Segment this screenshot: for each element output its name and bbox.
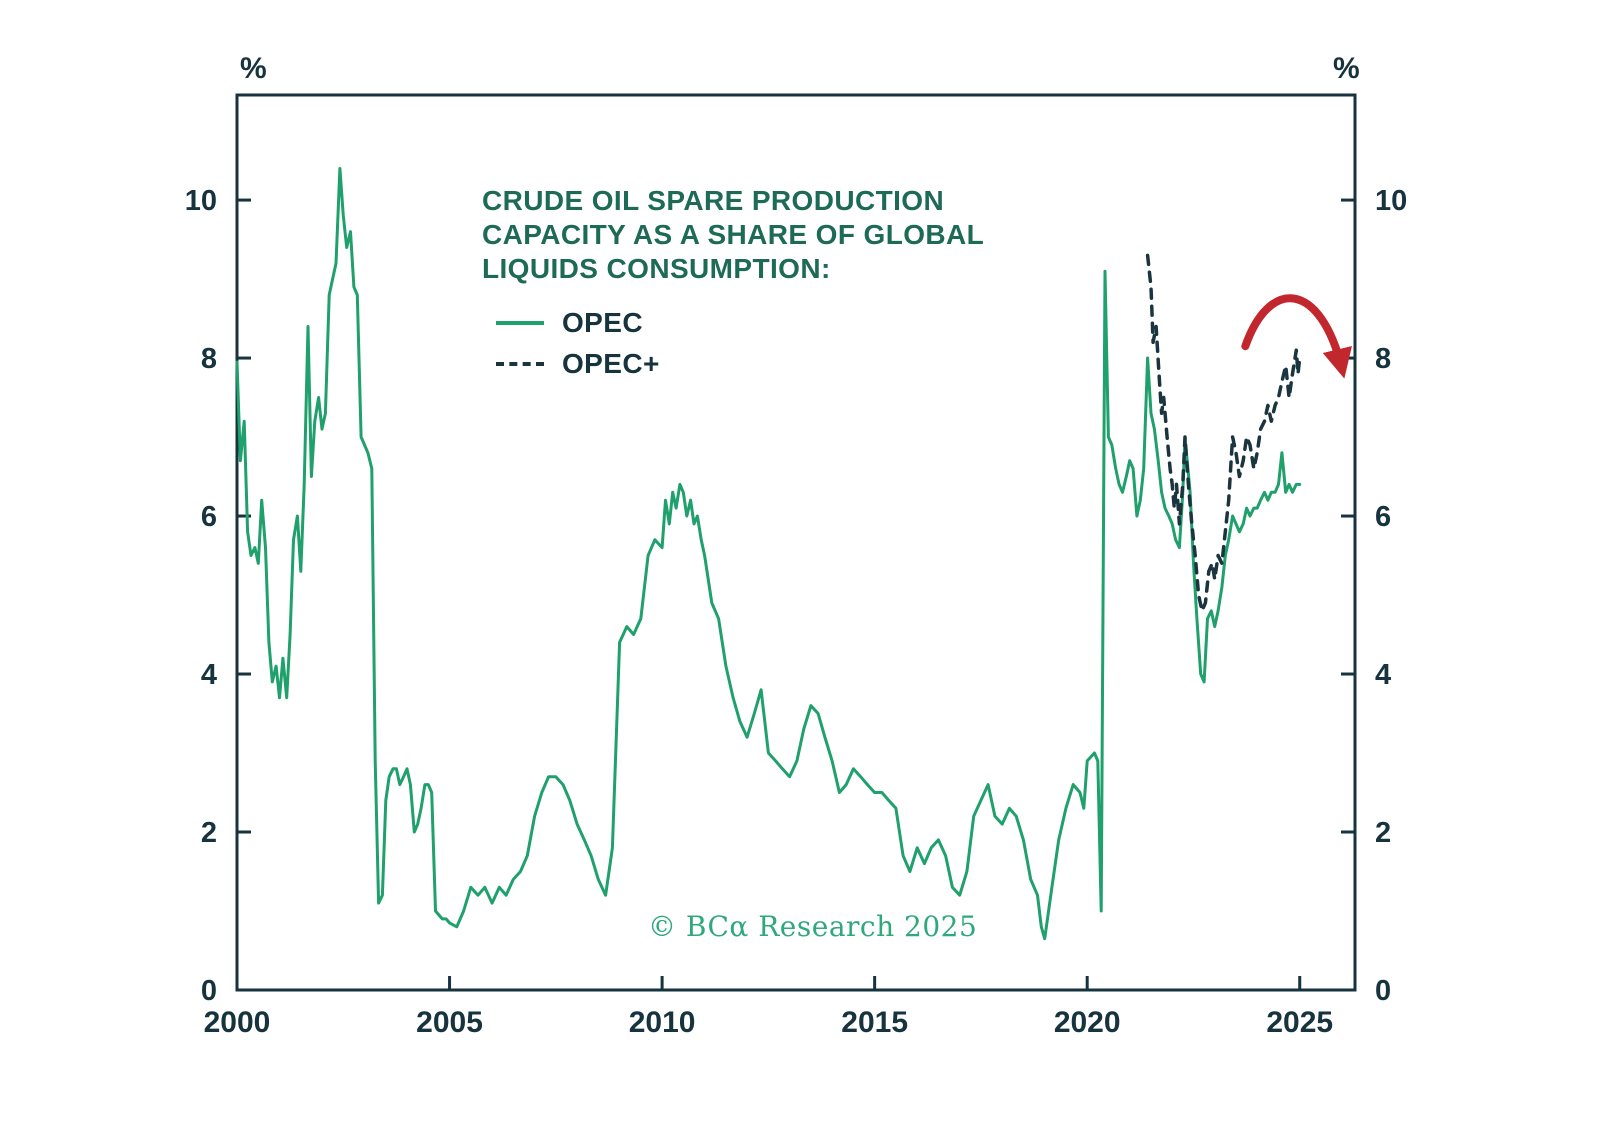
chart-title-block: CRUDE OIL SPARE PRODUCTION CAPACITY AS A… [482, 184, 984, 384]
legend-row-opec-plus: OPEC+ [496, 343, 984, 384]
x-tick-label: 2015 [841, 1006, 908, 1039]
y-tick-label-right: 6 [1375, 501, 1391, 533]
y-tick-label-left: 4 [201, 659, 217, 691]
opec-line-swatch-icon [496, 320, 544, 325]
y-axis-unit-right: % [1333, 52, 1360, 85]
chart-title-line-1: CRUDE OIL SPARE PRODUCTION [482, 185, 945, 216]
y-axis-unit-left: % [240, 52, 267, 85]
y-tick-label-right: 0 [1375, 975, 1391, 1007]
x-tick-label: 2025 [1266, 1006, 1333, 1039]
opec-plus-line-swatch-icon [496, 361, 544, 366]
y-tick-label-left: 2 [201, 817, 217, 849]
x-tick-label: 2000 [204, 1006, 271, 1039]
legend-row-opec: OPEC [496, 302, 984, 343]
legend-label-opec: OPEC [562, 306, 643, 338]
y-tick-label-left: 8 [201, 343, 217, 375]
opec-series-line [235, 167, 1302, 941]
chart-legend: OPEC OPEC+ [496, 302, 984, 384]
y-tick-label-left: 6 [201, 501, 217, 533]
y-tick-label-right: 8 [1375, 343, 1391, 375]
y-tick-label-right: 10 [1375, 185, 1407, 217]
chart-title-line-2: CAPACITY AS A SHARE OF GLOBAL [482, 219, 985, 250]
y-tick-label-right: 4 [1375, 659, 1391, 691]
legend-label-opec-plus: OPEC+ [562, 347, 660, 379]
y-tick-label-left: 0 [201, 975, 217, 1007]
y-tick-label-left: 10 [185, 185, 217, 217]
x-tick-label: 2010 [629, 1006, 696, 1039]
trend-arrow [1241, 294, 1352, 379]
x-tick-label: 2005 [416, 1006, 483, 1039]
plot-frame [235, 93, 1357, 992]
y-tick-label-right: 2 [1375, 817, 1391, 849]
chart-title-line-3: LIQUIDS CONSUMPTION: [482, 253, 831, 284]
copyright-notice: © BCα Research 2025 [648, 910, 978, 943]
x-tick-label: 2020 [1054, 1006, 1121, 1039]
opec-plus-series-line [1145, 253, 1302, 613]
